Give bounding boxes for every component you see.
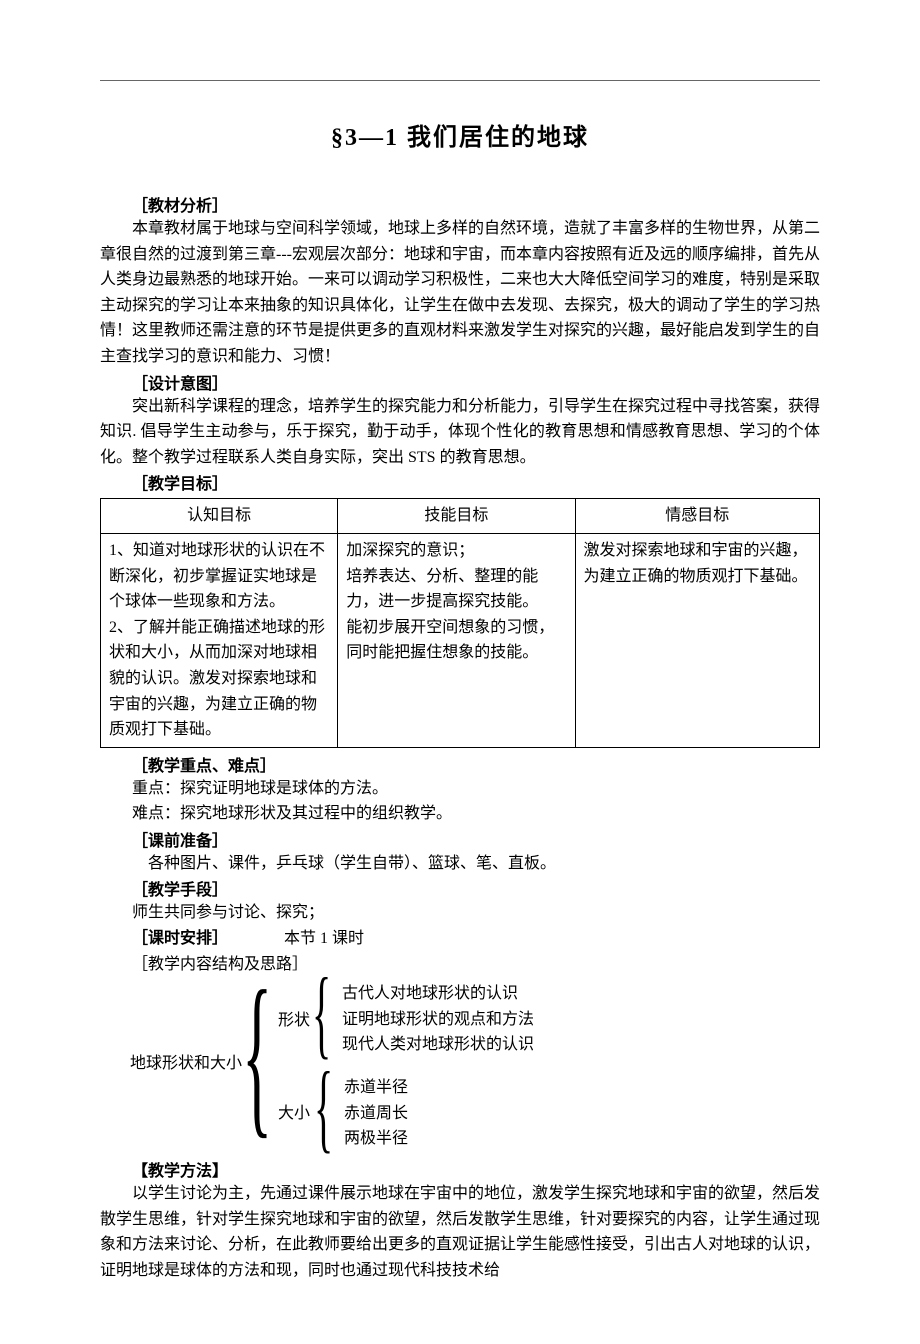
- section-heading-means: ［教学手段］: [132, 876, 820, 900]
- goals-table: 认知目标 技能目标 情感目标 1、知道对地球形状的认识在不断深化，初步掌握证实地…: [100, 498, 820, 747]
- structure-item: 现代人类对地球形状的认识: [342, 1032, 534, 1058]
- section-heading-goals: ［教学目标］: [132, 470, 820, 494]
- intent-paragraph: 突出新科学课程的理念，培养学生的探究能力和分析能力，引导学生在探究过程中寻找答案…: [100, 394, 820, 471]
- header-divider: [100, 80, 820, 81]
- goals-header-skill: 技能目标: [338, 499, 575, 534]
- structure-shape-items: 古代人对地球形状的认识 证明地球形状的观点和方法 现代人类对地球形状的认识: [342, 981, 534, 1058]
- goals-cell-cognitive: 1、知道对地球形状的认识在不断深化，初步掌握证实地球是个球体一些现象和方法。 2…: [101, 533, 338, 747]
- goals-cell-emotion: 激发对探索地球和宇宙的兴趣，为建立正确的物质观打下基础。: [575, 533, 819, 747]
- analysis-paragraph: 本章教材属于地球与空间科学领域，地球上多样的自然环境，造就了丰富多样的生物世界，…: [100, 216, 820, 370]
- schedule-value: 本节 1 课时: [284, 930, 364, 947]
- brace-icon: {: [312, 963, 331, 1063]
- goals-header-emotion: 情感目标: [575, 499, 819, 534]
- section-heading-structure: ［教学内容结构及思路］: [132, 952, 820, 978]
- focus-line-2: 难点：探究地球形状及其过程中的组织教学。: [100, 801, 820, 827]
- structure-item: 证明地球形状的观点和方法: [342, 1007, 534, 1033]
- section-heading-analysis: ［教材分析］: [132, 192, 820, 216]
- structure-branch-shape: 形状: [278, 1006, 310, 1030]
- section-heading-method: 【教学方法】: [132, 1157, 820, 1181]
- structure-item: 古代人对地球形状的认识: [342, 981, 534, 1007]
- schedule-line: ［课时安排］ 本节 1 课时: [132, 926, 820, 952]
- structure-item: 两极半径: [344, 1126, 408, 1152]
- method-paragraph: 以学生讨论为主，先通过课件展示地球在宇宙中的地位，激发学生探究地球和宇宙的欲望，…: [100, 1181, 820, 1283]
- section-heading-schedule: ［课时安排］: [132, 930, 228, 947]
- structure-branch-size: 大小: [278, 1099, 310, 1123]
- structure-tree: 地球形状和大小 { 形状 { 古代人对地球形状的认识 证明地球形状的观点和方法 …: [100, 981, 820, 1151]
- focus-line-1: 重点：探究证明地球是球体的方法。: [100, 776, 820, 802]
- structure-item: 赤道半径: [344, 1075, 408, 1101]
- brace-icon: {: [314, 1057, 333, 1157]
- document-title: §3—1 我们居住的地球: [100, 117, 820, 152]
- brace-icon: {: [242, 969, 272, 1139]
- prep-line: 各种图片、课件，乒乓球（学生自带）、篮球、笔、直板。: [100, 851, 820, 877]
- structure-size-items: 赤道半径 赤道周长 两极半径: [344, 1075, 408, 1152]
- section-heading-prep: ［课前准备］: [132, 827, 820, 851]
- means-line: 师生共同参与讨论、探究；: [100, 900, 820, 926]
- table-row: 1、知道对地球形状的认识在不断深化，初步掌握证实地球是个球体一些现象和方法。 2…: [101, 533, 820, 747]
- structure-root: 地球形状和大小: [130, 1049, 242, 1073]
- document-page: §3—1 我们居住的地球 ［教材分析］ 本章教材属于地球与空间科学领域，地球上多…: [0, 0, 920, 1344]
- section-heading-intent: ［设计意图］: [132, 370, 820, 394]
- section-heading-focus: ［教学重点、难点］: [132, 752, 820, 776]
- table-row: 认知目标 技能目标 情感目标: [101, 499, 820, 534]
- structure-item: 赤道周长: [344, 1101, 408, 1127]
- goals-header-cognitive: 认知目标: [101, 499, 338, 534]
- goals-cell-skill: 加深探究的意识； 培养表达、分析、整理的能力，进一步提高探究技能。 能初步展开空…: [338, 533, 575, 747]
